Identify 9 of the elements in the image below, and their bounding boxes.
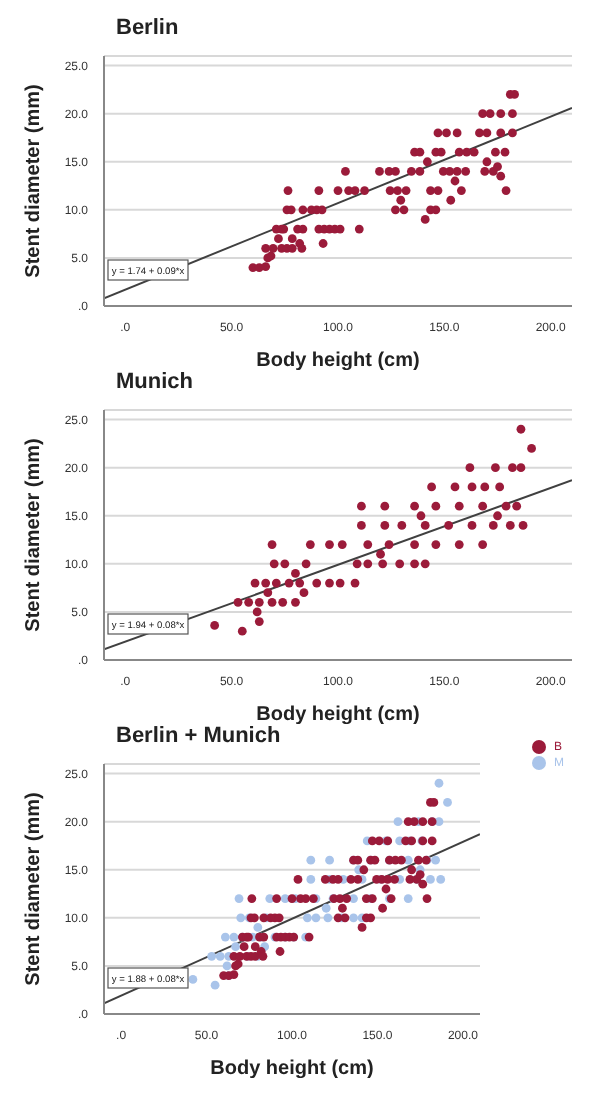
- x-axis-title: Body height (cm): [256, 704, 420, 726]
- chart-title: Munich: [116, 370, 193, 396]
- chart-title: Berlin + Munich: [116, 724, 281, 750]
- y-axis-title: Stent diameter (mm): [23, 792, 46, 986]
- x-axis-title: Body height (cm): [256, 350, 420, 372]
- y-axis-title: Stent diameter (mm): [23, 84, 46, 278]
- chart-title: Berlin: [116, 16, 179, 42]
- y-axis-title: Stent diameter (mm): [23, 438, 46, 632]
- x-axis-title: Body height (cm): [210, 1058, 374, 1080]
